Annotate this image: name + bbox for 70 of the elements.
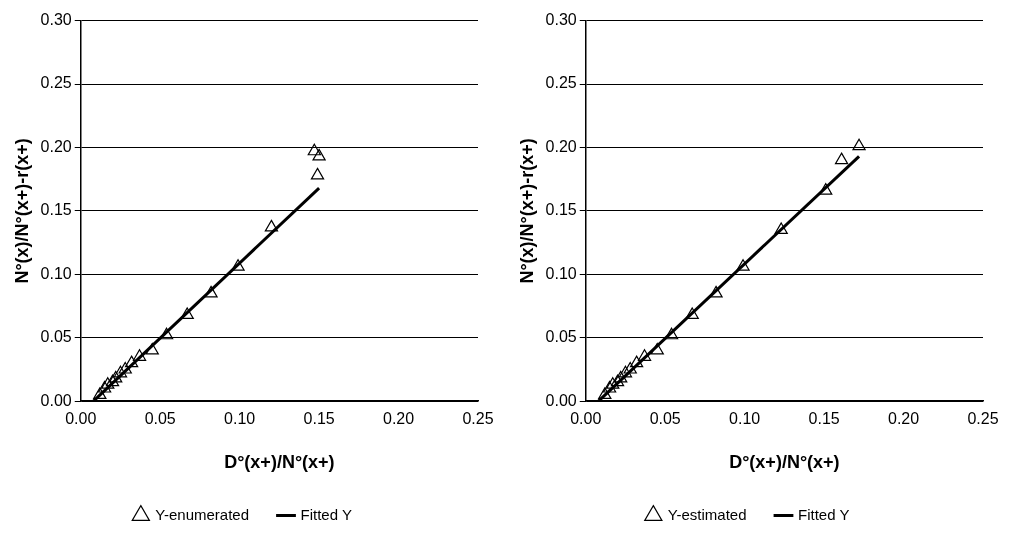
y-tick-label: 0.25 bbox=[545, 74, 577, 92]
point bbox=[109, 370, 123, 383]
point bbox=[231, 259, 245, 271]
y-axis-title: N°(x)/N°(x+)-r(x+) bbox=[516, 138, 537, 284]
point bbox=[97, 380, 112, 393]
y-tick-label: 0.00 bbox=[545, 391, 577, 409]
point bbox=[650, 342, 664, 355]
legend-label: Fitted Y bbox=[300, 505, 352, 523]
point bbox=[602, 380, 617, 393]
x-tick-label: 0.15 bbox=[808, 410, 840, 428]
point bbox=[834, 152, 849, 165]
x-tick-label: 0.00 bbox=[570, 410, 602, 428]
point bbox=[132, 349, 147, 361]
legend-label: Fitted Y bbox=[797, 505, 850, 523]
point bbox=[93, 387, 107, 399]
point bbox=[307, 143, 321, 156]
point bbox=[118, 361, 132, 374]
legend-label: Y-estimated bbox=[667, 505, 747, 523]
x-axis-title: D°(x+)/N°(x+) bbox=[224, 452, 335, 473]
y-tick-label: 0.25 bbox=[40, 74, 72, 92]
point bbox=[618, 365, 633, 378]
y-tick-label: 0.30 bbox=[545, 11, 577, 29]
point bbox=[664, 327, 679, 340]
x-tick-label: 0.25 bbox=[967, 410, 999, 428]
x-tick-label: 0.05 bbox=[144, 410, 176, 428]
x-tick-label: 0.00 bbox=[65, 410, 97, 428]
y-tick-label: 0.15 bbox=[545, 201, 577, 219]
point bbox=[629, 355, 644, 368]
point bbox=[113, 365, 128, 378]
x-tick-label: 0.15 bbox=[303, 410, 335, 428]
point bbox=[312, 148, 326, 161]
point bbox=[598, 387, 612, 399]
point bbox=[124, 355, 139, 368]
point bbox=[310, 167, 325, 180]
point bbox=[709, 285, 723, 298]
point bbox=[264, 219, 279, 232]
point bbox=[623, 361, 637, 374]
point bbox=[852, 138, 866, 151]
x-tick-label: 0.25 bbox=[462, 410, 494, 428]
legend-label: Y-enumerated bbox=[155, 505, 250, 523]
point bbox=[614, 370, 628, 383]
y-tick-label: 0.00 bbox=[40, 391, 72, 409]
point bbox=[736, 259, 750, 271]
point bbox=[159, 327, 174, 340]
y-tick-label: 0.05 bbox=[545, 328, 577, 346]
y-tick-label: 0.20 bbox=[40, 137, 72, 155]
point bbox=[685, 307, 699, 320]
point bbox=[774, 222, 788, 235]
point bbox=[204, 285, 218, 298]
y-axis-title: N°(x)/N°(x+)-r(x+) bbox=[11, 138, 32, 284]
x-tick-label: 0.10 bbox=[729, 410, 761, 428]
point bbox=[606, 377, 620, 389]
point bbox=[101, 377, 115, 389]
y-tick-label: 0.05 bbox=[40, 328, 72, 346]
x-tick-label: 0.05 bbox=[649, 410, 681, 428]
point bbox=[610, 374, 625, 387]
y-tick-label: 0.20 bbox=[545, 137, 577, 155]
point bbox=[145, 342, 159, 355]
y-tick-label: 0.10 bbox=[40, 264, 72, 282]
point bbox=[637, 349, 652, 361]
point bbox=[105, 374, 120, 387]
y-tick-label: 0.30 bbox=[40, 11, 72, 29]
x-tick-label: 0.20 bbox=[887, 410, 920, 428]
x-axis-title: D°(x+)/N°(x+) bbox=[729, 452, 840, 473]
y-tick-label: 0.15 bbox=[40, 201, 72, 219]
point bbox=[819, 183, 833, 195]
y-tick-label: 0.10 bbox=[545, 264, 577, 282]
x-tick-label: 0.10 bbox=[224, 410, 256, 428]
point bbox=[180, 307, 194, 320]
x-tick-label: 0.20 bbox=[382, 410, 415, 428]
